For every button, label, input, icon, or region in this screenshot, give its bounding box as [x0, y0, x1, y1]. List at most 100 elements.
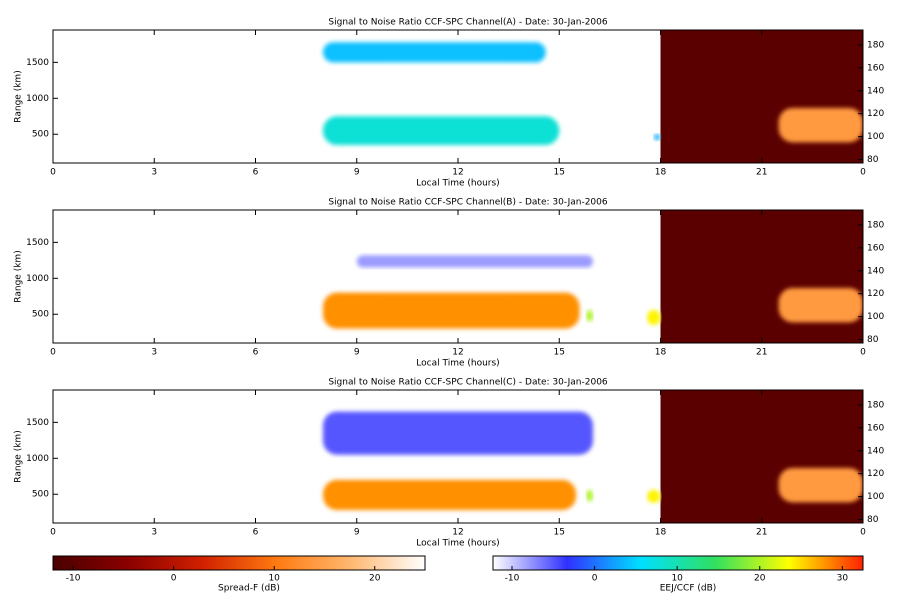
x-tick-label: 12: [452, 168, 463, 178]
y-tick-label: 1500: [26, 418, 49, 428]
heat-cell: [647, 309, 661, 326]
x-tick-label: 15: [554, 168, 565, 178]
colorbar-tick-label: -10: [505, 574, 520, 584]
x-tick-label: 12: [452, 348, 463, 358]
x-axis-label: Local Time (hours): [416, 179, 499, 189]
y2-tick-label: 120: [867, 289, 884, 299]
y2-tick-label: 160: [867, 423, 884, 433]
x-tick-label: 0: [50, 168, 56, 178]
x-tick-label: 3: [151, 168, 157, 178]
plot-area: Signal to Noise Ratio CCF-SPC Channel(A)…: [14, 18, 885, 189]
y-tick-label: 1000: [26, 94, 49, 104]
colorbar-tick-label: 20: [754, 574, 766, 584]
x-tick-label: 18: [655, 348, 667, 358]
x-tick-label: 3: [151, 528, 157, 538]
y2-tick-label: 180: [867, 220, 884, 230]
colorbar-label: EEJ/CCF (dB): [660, 584, 717, 594]
x-tick-label: 9: [354, 528, 360, 538]
y-tick-label: 500: [32, 130, 49, 140]
x-tick-label: 9: [354, 348, 360, 358]
y2-tick-label: 100: [867, 312, 884, 322]
heat-cell: [778, 107, 863, 143]
heat-cell: [778, 467, 863, 503]
colorbar: [492, 555, 864, 571]
y2-tick-label: 80: [867, 515, 879, 525]
heat-cell: [660, 30, 863, 163]
heat-cell: [356, 255, 593, 268]
y2-tick-label: 140: [867, 446, 884, 456]
heat-cell: [586, 489, 593, 502]
heat-cell: [647, 489, 661, 503]
x-tick-label: 12: [452, 528, 463, 538]
panel-title: Signal to Noise Ratio CCF-SPC Channel(C)…: [328, 378, 608, 388]
panel-title: Signal to Noise Ratio CCF-SPC Channel(B)…: [328, 198, 607, 208]
y-tick-label: 1500: [26, 58, 49, 68]
y-tick-label: 500: [32, 310, 49, 320]
plot-area: Signal to Noise Ratio CCF-SPC Channel(B)…: [14, 198, 885, 369]
y2-tick-label: 180: [867, 40, 884, 50]
x-tick-label: 6: [253, 168, 259, 178]
y-tick-label: 1000: [26, 274, 49, 284]
x-tick-label: 15: [554, 528, 565, 538]
colorbar-tick-label: 10: [268, 574, 280, 584]
cells: [323, 390, 863, 523]
heat-cell: [323, 411, 593, 455]
colorbar-tick-label: 20: [369, 574, 381, 584]
colorbar-tick-label: 10: [671, 574, 683, 584]
colorbar-tick-label: 0: [592, 574, 598, 584]
heat-cell: [778, 287, 863, 323]
y2-tick-label: 100: [867, 132, 884, 142]
x-tick-label: 21: [756, 528, 767, 538]
heat-cell: [653, 134, 661, 140]
x-tick-label: 0: [860, 168, 866, 178]
x-tick-label: 15: [554, 348, 565, 358]
colorbar-label: Spread-F (dB): [218, 584, 280, 594]
y2-tick-label: 120: [867, 469, 884, 479]
heat-cell: [323, 42, 546, 63]
y2-tick-label: 80: [867, 155, 879, 165]
x-axis-label: Local Time (hours): [416, 359, 499, 369]
heat-cell: [586, 309, 593, 322]
colorbar-tick-label: 30: [837, 574, 849, 584]
y2-tick-label: 120: [867, 109, 884, 119]
y2-tick-label: 160: [867, 63, 884, 73]
y2-tick-label: 140: [867, 86, 884, 96]
x-tick-label: 0: [860, 528, 866, 538]
x-tick-label: 0: [50, 348, 56, 358]
x-tick-label: 0: [50, 528, 56, 538]
heat-cell: [660, 390, 863, 523]
x-tick-label: 3: [151, 348, 157, 358]
x-tick-label: 6: [253, 348, 259, 358]
x-tick-label: 9: [354, 168, 360, 178]
heat-cell: [660, 210, 863, 343]
cells: [323, 210, 863, 343]
cells: [323, 30, 863, 163]
x-tick-label: 18: [655, 528, 667, 538]
x-tick-label: 21: [756, 348, 767, 358]
y2-tick-label: 160: [867, 243, 884, 253]
y-tick-label: 1500: [26, 238, 49, 248]
panel-title: Signal to Noise Ratio CCF-SPC Channel(A)…: [328, 18, 607, 28]
y2-tick-label: 80: [867, 335, 879, 345]
y-axis-label: Range (km): [14, 70, 24, 122]
heat-cell: [323, 479, 577, 511]
x-tick-label: 6: [253, 528, 259, 538]
y-axis-label: Range (km): [14, 250, 24, 302]
x-tick-label: 21: [756, 168, 767, 178]
y-axis-label: Range (km): [14, 430, 24, 482]
colorbar-tick-label: -10: [66, 574, 81, 584]
x-tick-label: 0: [860, 348, 866, 358]
x-axis-label: Local Time (hours): [416, 539, 499, 549]
plot-area: Signal to Noise Ratio CCF-SPC Channel(C)…: [14, 378, 885, 549]
x-tick-label: 18: [655, 168, 667, 178]
heat-cell: [323, 116, 560, 146]
colorbar: [52, 555, 426, 571]
y-tick-label: 500: [32, 490, 49, 500]
colorbar-tick-label: 0: [171, 574, 177, 584]
y2-tick-label: 140: [867, 266, 884, 276]
y-tick-label: 1000: [26, 454, 49, 464]
y2-tick-label: 180: [867, 400, 884, 410]
heat-cell: [323, 292, 580, 329]
y2-tick-label: 100: [867, 492, 884, 502]
